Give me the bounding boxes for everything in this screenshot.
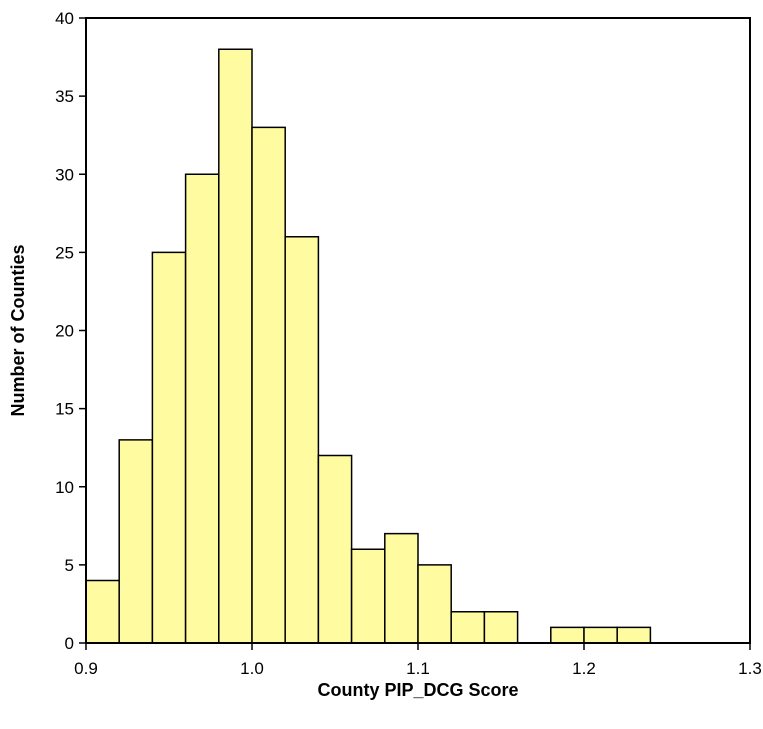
x-tick-label: 0.9 [74,659,98,678]
histogram-bar [616,626,652,644]
x-tick-label: 1.0 [240,659,264,678]
x-tick-label: 1.1 [406,659,430,678]
histogram-bar [184,173,220,644]
x-axis-title: County PIP_DCG Score [317,680,518,700]
y-tick-label: 25 [55,243,74,262]
y-axis: 0 5 10 15 20 25 30 35 40 [55,9,86,653]
histogram-bar [384,532,419,644]
y-tick-label: 5 [65,556,74,575]
histogram-bar [583,626,618,644]
y-axis-title: Number of Counties [8,244,28,416]
x-axis: 0.9 1.0 1.1 1.2 1.3 [74,643,762,678]
histogram-bar [350,548,386,644]
y-tick-label: 0 [65,634,74,653]
histogram-bar [218,48,253,644]
x-tick-label: 1.2 [572,659,596,678]
histogram-bar [550,626,585,644]
bars-layer [85,48,652,644]
histogram-bar [118,439,154,644]
x-tick-label: 1.3 [738,659,762,678]
y-tick-label: 40 [55,9,74,28]
y-tick-label: 30 [55,165,74,184]
histogram-bar [151,251,187,644]
histogram-bar [317,454,353,644]
histogram-bar [85,579,120,644]
histogram-bar [483,611,519,644]
y-tick-label: 20 [55,322,74,341]
histogram-bar [417,564,452,644]
y-tick-label: 35 [55,87,74,106]
y-tick-label: 10 [55,478,74,497]
histogram-bar [251,126,286,644]
histogram-bar [450,611,486,644]
y-tick-label: 15 [55,400,74,419]
histogram-bar [284,236,320,644]
